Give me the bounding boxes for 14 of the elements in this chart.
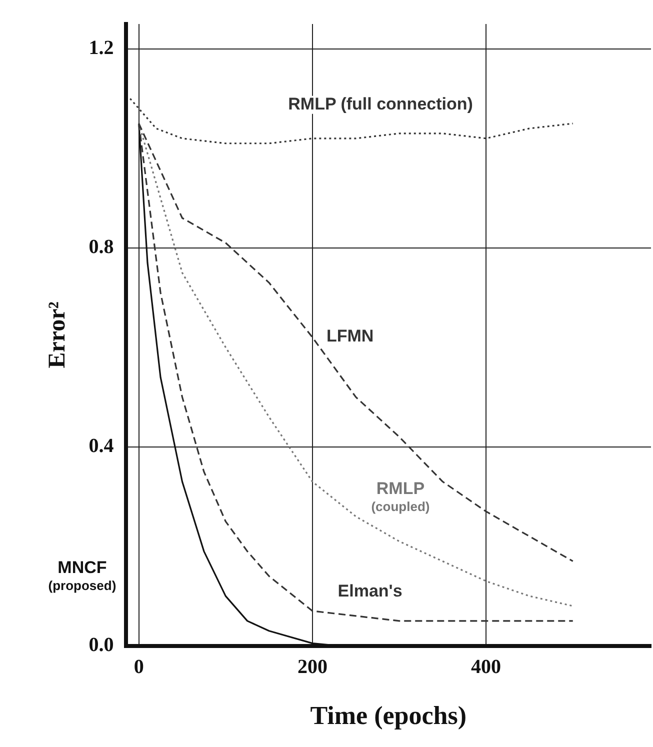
x-tick-label: 400 bbox=[471, 656, 502, 678]
series-label: RMLP (coupled) bbox=[371, 479, 430, 514]
text: MNCF (proposed) bbox=[48, 558, 116, 593]
x-tick-label: 0 bbox=[134, 656, 144, 678]
series-label: Elman's bbox=[338, 581, 402, 600]
x-tick-label: 200 bbox=[297, 656, 328, 678]
series-label: LFMN bbox=[326, 326, 374, 346]
series-label: RMLP (full connection) bbox=[288, 94, 473, 114]
y-tick-label: 0.0 bbox=[88, 634, 114, 656]
y-tick-label: 1.2 bbox=[88, 37, 114, 60]
y-axis-title: Error² bbox=[44, 302, 71, 368]
y-tick-label: 0.4 bbox=[88, 434, 114, 457]
x-axis-title: Time (epochs) bbox=[310, 701, 467, 730]
y-tick-label: 0.8 bbox=[88, 236, 114, 258]
